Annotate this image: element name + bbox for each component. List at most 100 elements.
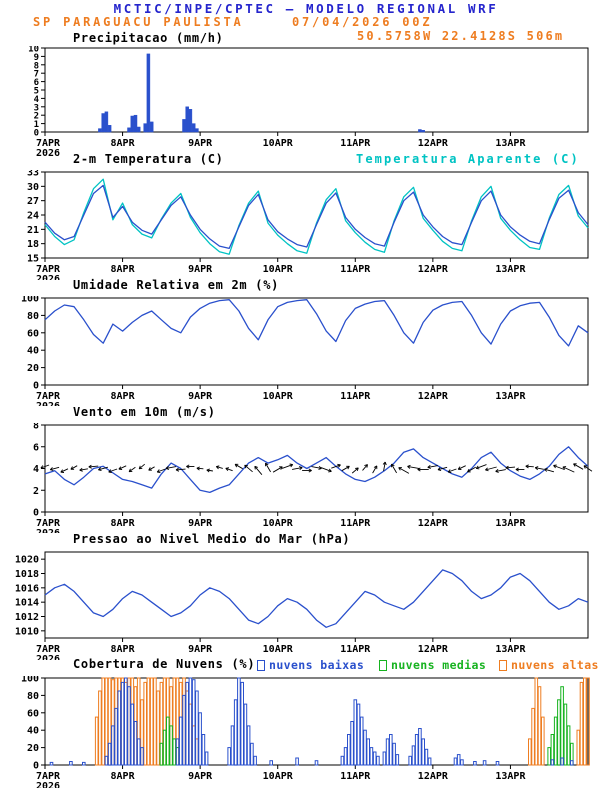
low-clouds-legend-label: nuvens baixas	[269, 658, 365, 672]
svg-text:8APR: 8APR	[111, 771, 136, 782]
svg-text:13APR: 13APR	[495, 771, 526, 782]
svg-text:24: 24	[27, 211, 39, 222]
svg-text:8APR: 8APR	[111, 644, 136, 655]
svg-text:9APR: 9APR	[188, 391, 213, 402]
svg-text:6: 6	[33, 442, 39, 453]
svg-text:2026: 2026	[36, 401, 60, 406]
svg-text:80: 80	[27, 311, 39, 322]
station-coordinates: 50.5758W 22.4128S 506m	[357, 29, 565, 43]
svg-text:20: 20	[27, 743, 39, 754]
svg-text:20: 20	[27, 363, 39, 374]
svg-text:8: 8	[33, 423, 39, 432]
svg-text:9APR: 9APR	[188, 771, 213, 782]
svg-text:10: 10	[28, 46, 39, 55]
svg-text:0: 0	[33, 508, 39, 519]
svg-text:10APR: 10APR	[263, 518, 294, 529]
svg-text:2026: 2026	[36, 654, 60, 660]
svg-text:9: 9	[34, 53, 39, 63]
svg-text:10APR: 10APR	[263, 391, 294, 402]
svg-text:11APR: 11APR	[340, 771, 371, 782]
svg-text:0: 0	[34, 129, 39, 139]
apparent-temperature-legend: Temperatura Aparente (C)	[356, 152, 580, 166]
svg-text:4: 4	[33, 464, 39, 475]
svg-text:7: 7	[34, 70, 39, 80]
mid-clouds-legend-swatch-icon	[379, 659, 387, 671]
svg-text:11APR: 11APR	[340, 391, 371, 402]
high-clouds-legend: nuvens altas	[499, 658, 599, 672]
svg-text:1020: 1020	[15, 555, 39, 566]
svg-text:21: 21	[27, 225, 39, 236]
svg-text:60: 60	[27, 328, 39, 339]
panel-title-cloud-cover: Cobertura de Nuvens (%)	[73, 657, 256, 671]
svg-text:2: 2	[33, 486, 39, 497]
svg-text:10APR: 10APR	[263, 644, 294, 655]
svg-text:13APR: 13APR	[495, 518, 526, 529]
run-datetime: 07/04/2026 00Z	[292, 15, 433, 29]
svg-text:1016: 1016	[15, 583, 39, 594]
svg-text:8APR: 8APR	[111, 138, 136, 149]
svg-text:13APR: 13APR	[495, 138, 526, 149]
svg-text:7APR: 7APR	[36, 391, 61, 402]
svg-text:2026: 2026	[36, 781, 60, 788]
svg-text:9APR: 9APR	[188, 644, 213, 655]
svg-text:1018: 1018	[15, 569, 39, 580]
high-clouds-legend-label: nuvens altas	[511, 658, 599, 672]
svg-text:7APR: 7APR	[36, 264, 61, 275]
svg-text:11APR: 11APR	[340, 264, 371, 275]
svg-text:9APR: 9APR	[188, 264, 213, 275]
svg-text:3: 3	[34, 103, 39, 113]
svg-text:8APR: 8APR	[111, 264, 136, 275]
high-clouds-legend-swatch-icon	[499, 659, 507, 671]
svg-text:100: 100	[21, 296, 39, 305]
mid-clouds-legend-label: nuvens medias	[391, 658, 487, 672]
svg-text:6: 6	[34, 78, 39, 88]
svg-text:27: 27	[27, 196, 39, 207]
svg-text:10APR: 10APR	[263, 264, 294, 275]
svg-text:12APR: 12APR	[418, 264, 449, 275]
panel-title-wind: Vento em 10m (m/s)	[73, 405, 216, 419]
svg-text:0: 0	[33, 381, 39, 392]
svg-text:2026: 2026	[36, 528, 60, 533]
svg-text:100: 100	[21, 676, 39, 685]
svg-text:11APR: 11APR	[340, 518, 371, 529]
svg-text:13APR: 13APR	[495, 391, 526, 402]
svg-text:12APR: 12APR	[418, 391, 449, 402]
svg-text:8APR: 8APR	[111, 391, 136, 402]
svg-text:2026: 2026	[36, 274, 60, 280]
svg-text:11APR: 11APR	[340, 644, 371, 655]
svg-text:30: 30	[27, 182, 39, 193]
panel-title-precipitation: Precipitacao (mm/h)	[73, 31, 224, 45]
svg-text:7APR: 7APR	[36, 138, 61, 149]
svg-text:33: 33	[27, 170, 39, 179]
svg-text:8: 8	[34, 61, 39, 71]
low-clouds-legend: nuvens baixas	[257, 658, 364, 672]
svg-text:2026: 2026	[36, 148, 60, 158]
svg-text:8APR: 8APR	[111, 518, 136, 529]
svg-text:12APR: 12APR	[418, 518, 449, 529]
mid-clouds-legend: nuvens medias	[379, 658, 486, 672]
svg-text:9APR: 9APR	[188, 138, 213, 149]
svg-text:15: 15	[27, 254, 39, 265]
svg-text:40: 40	[27, 726, 39, 737]
svg-text:13APR: 13APR	[495, 644, 526, 655]
svg-text:40: 40	[27, 346, 39, 357]
svg-text:10APR: 10APR	[263, 138, 294, 149]
svg-text:18: 18	[27, 239, 39, 250]
svg-text:10APR: 10APR	[263, 771, 294, 782]
svg-text:1014: 1014	[15, 598, 39, 609]
model-title: MCTIC/INPE/CPTEC — MODELO REGIONAL WRF	[113, 1, 499, 16]
svg-text:5: 5	[34, 87, 39, 97]
svg-text:9APR: 9APR	[188, 518, 213, 529]
svg-text:7APR: 7APR	[36, 644, 61, 655]
panel-title-temperature: 2-m Temperatura (C)	[73, 152, 224, 166]
svg-text:80: 80	[27, 691, 39, 702]
svg-text:12APR: 12APR	[418, 138, 449, 149]
svg-text:11APR: 11APR	[340, 138, 371, 149]
low-clouds-legend-swatch-icon	[257, 659, 265, 671]
